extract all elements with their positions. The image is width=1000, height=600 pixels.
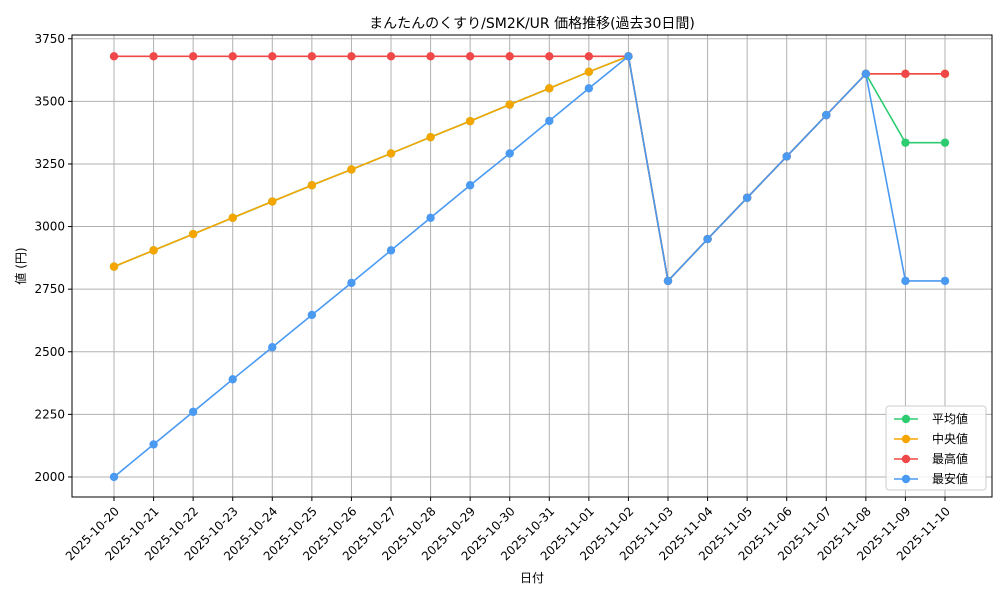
data-point [228, 213, 237, 222]
data-point [822, 110, 831, 120]
data-point [901, 138, 910, 147]
plot-area [72, 35, 992, 497]
data-point [782, 152, 791, 161]
data-point [465, 181, 475, 190]
data-point [505, 52, 514, 61]
data-point [940, 138, 950, 147]
legend-label: 最高値 [932, 451, 968, 466]
y-tick-label: 3750 [34, 32, 65, 46]
x-axis-label: 日付 [520, 571, 544, 585]
data-point [584, 84, 594, 93]
y-tick-label: 2250 [34, 407, 65, 421]
data-point [584, 52, 594, 61]
data-point [465, 116, 475, 126]
y-tick-label: 3500 [34, 94, 65, 108]
data-point [188, 52, 198, 61]
data-point [465, 52, 475, 61]
data-point [109, 472, 119, 482]
y-axis-label: 値 (円) [13, 247, 28, 284]
legend-label: 最安値 [932, 471, 968, 486]
legend-swatch-marker [901, 474, 911, 484]
data-point [109, 262, 119, 271]
plot-frame [71, 34, 993, 498]
data-point [545, 116, 554, 126]
legend-swatch-marker [901, 414, 911, 424]
data-point [347, 278, 356, 288]
data-point [228, 375, 237, 384]
y-tick-label: 3000 [34, 220, 65, 234]
data-point [307, 181, 317, 190]
data-point [347, 52, 356, 61]
data-point [268, 343, 277, 352]
data-point [149, 246, 158, 255]
data-point [268, 197, 277, 206]
legend-swatch-marker [901, 434, 911, 444]
data-point [624, 52, 633, 61]
data-point [307, 52, 317, 61]
data-point [861, 69, 871, 79]
data-point [663, 276, 673, 286]
chart-title: まんたんのくすり/SM2K/UR 価格推移(過去30日間) [369, 16, 695, 32]
data-point [149, 52, 158, 61]
data-point [584, 67, 594, 77]
data-point [307, 310, 317, 320]
data-point [901, 69, 910, 79]
data-point [545, 52, 554, 61]
data-point [426, 132, 435, 142]
data-point [268, 52, 277, 61]
y-tick-label: 2500 [34, 345, 65, 359]
data-point [505, 100, 514, 109]
y-tick-label: 2000 [34, 470, 65, 484]
y-tick-label: 3250 [34, 157, 65, 171]
legend-label: 平均値 [932, 411, 968, 426]
series-line [113, 54, 945, 478]
y-tick-label: 2750 [34, 282, 65, 296]
data-point [188, 407, 198, 417]
data-point [426, 213, 435, 222]
data-point [109, 52, 119, 61]
data-point [940, 69, 950, 79]
data-point [703, 234, 712, 244]
data-point [901, 276, 910, 286]
legend-label: 中央値 [932, 431, 968, 446]
data-point [149, 440, 158, 449]
data-point [505, 149, 514, 158]
data-point [347, 165, 356, 174]
data-point [228, 52, 237, 61]
data-point [386, 149, 396, 158]
legend-box [885, 405, 987, 491]
data-point [742, 193, 752, 202]
data-point [545, 84, 554, 93]
data-point [940, 276, 950, 286]
data-point [426, 52, 435, 61]
data-point [188, 229, 198, 239]
legend-swatch-marker [901, 454, 911, 464]
series-layer [109, 52, 950, 482]
data-point [386, 246, 396, 255]
data-point [386, 52, 396, 61]
